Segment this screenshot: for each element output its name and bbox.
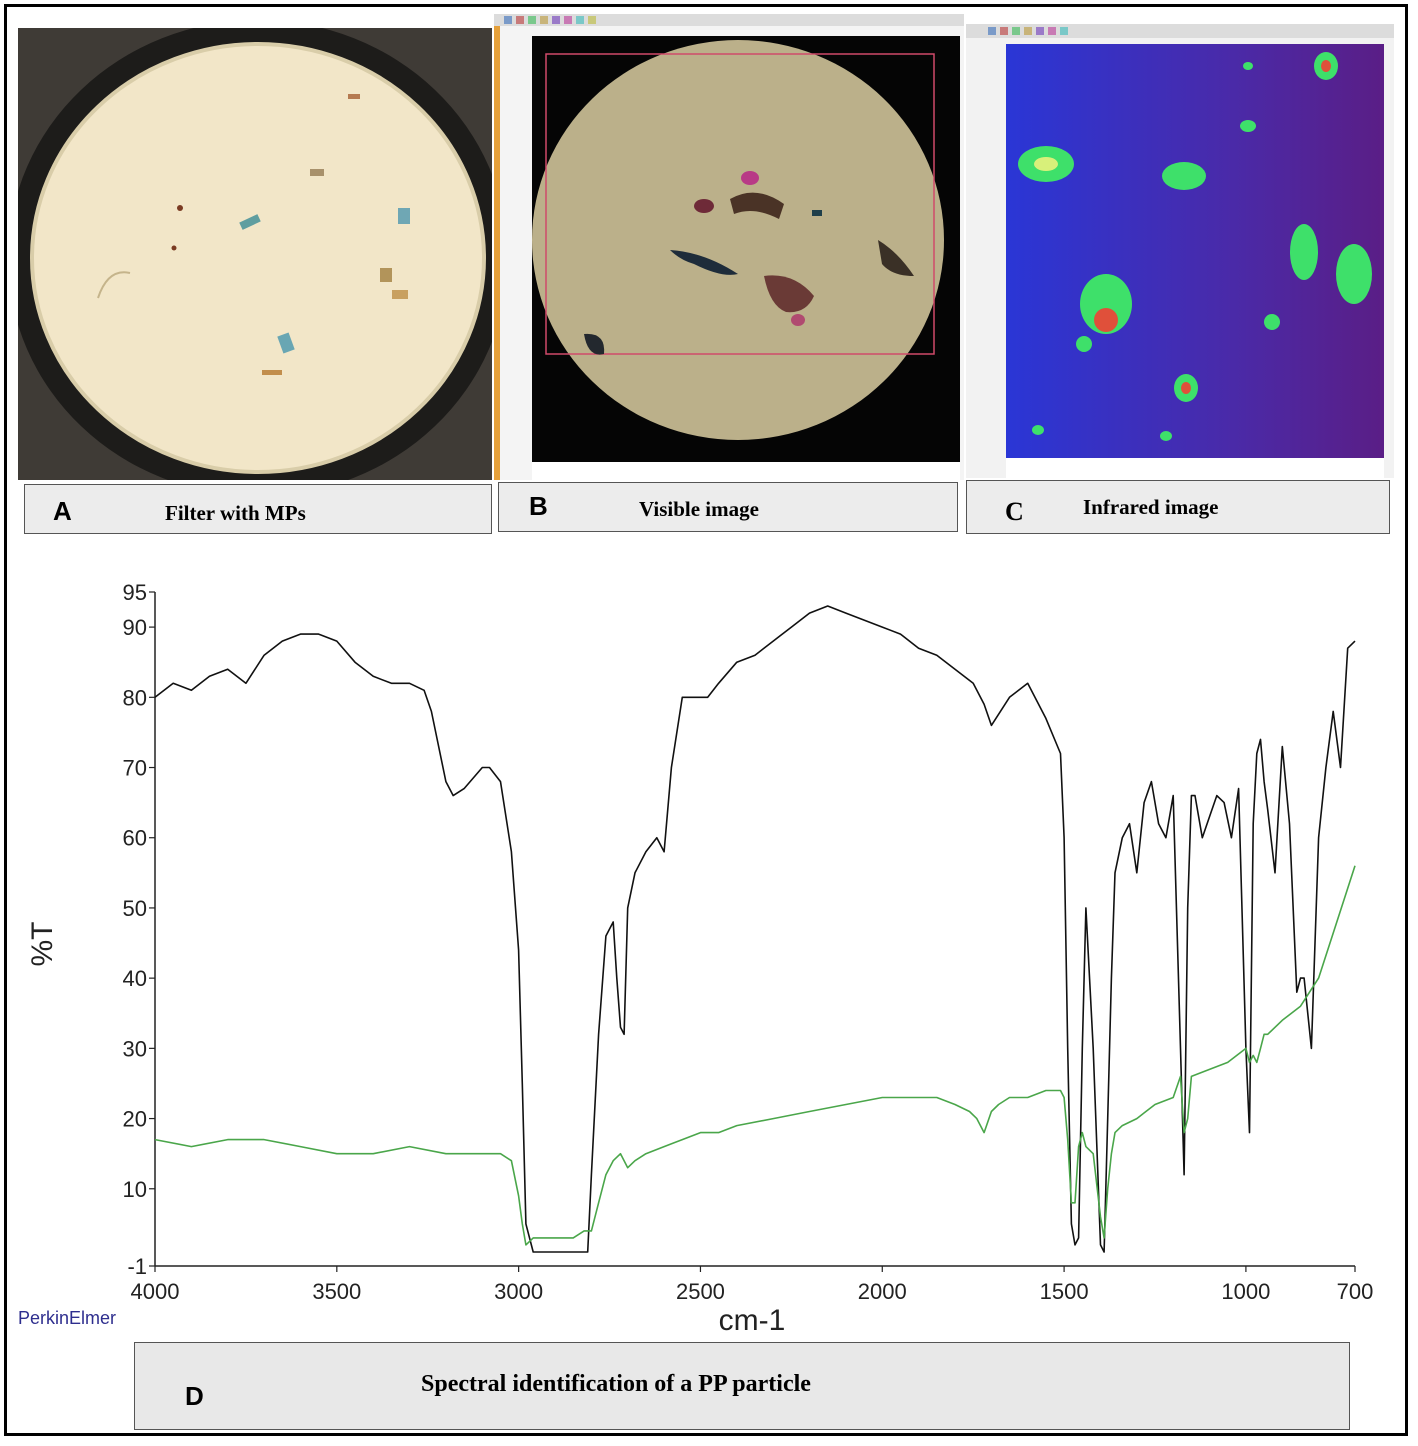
x-tick-labels: 4000 3500 3000 2500 2000 1500 1000 700 xyxy=(131,1266,1374,1304)
x-axis-label: cm-1 xyxy=(719,1304,786,1337)
spectrum-chart: 4000 3500 3000 2500 2000 1500 1000 700 -1 10 20 30… xyxy=(26,580,1374,1337)
y-tick-label: 60 xyxy=(123,826,147,851)
caption-b: B Visible image xyxy=(498,482,958,532)
panel-a-filter-photo xyxy=(18,28,492,480)
y-tick-label: 20 xyxy=(123,1107,147,1132)
caption-a: A Filter with MPs xyxy=(24,484,492,534)
y-tick-label: 70 xyxy=(123,756,147,781)
x-tick-label: 4000 xyxy=(131,1279,180,1304)
x-tick-label: 2500 xyxy=(676,1279,725,1304)
reference-spectrum-line xyxy=(154,865,1356,1246)
y-axis-label: %T xyxy=(26,922,59,967)
toolbar-icons xyxy=(504,16,596,24)
caption-b-letter: B xyxy=(529,491,548,521)
y-tick-label: 90 xyxy=(123,615,147,640)
x-tick-label: 700 xyxy=(1337,1279,1374,1304)
y-tick-label: 95 xyxy=(123,580,147,605)
y-tick-label: 10 xyxy=(123,1177,147,1202)
toolbar-icons xyxy=(988,27,1068,35)
visible-particles xyxy=(584,171,914,355)
caption-a-letter: A xyxy=(53,496,72,526)
panel-b-visible-image xyxy=(494,14,964,480)
sample-spectrum-line xyxy=(154,605,1356,1253)
visible-image-illustration xyxy=(494,14,964,480)
caption-d: D Spectral identification of a PP partic… xyxy=(134,1342,1350,1430)
caption-c-letter: C xyxy=(1005,497,1024,526)
infrared-hotspots xyxy=(1018,52,1372,441)
y-tick-label: 80 xyxy=(123,685,147,710)
x-tick-label: 2000 xyxy=(858,1279,907,1304)
chart-axes xyxy=(154,592,1355,1267)
x-tick-label: 1000 xyxy=(1221,1279,1270,1304)
x-tick-label: 3500 xyxy=(312,1279,361,1304)
x-tick-label: 1500 xyxy=(1040,1279,1089,1304)
figure-frame xyxy=(4,4,1408,1436)
y-tick-labels: -1 10 20 30 40 50 60 70 80 90 95 xyxy=(123,580,155,1279)
y-tick-label: 50 xyxy=(123,896,147,921)
caption-c-text: Infrared image xyxy=(1083,495,1219,519)
microplastic-particles xyxy=(97,94,410,375)
caption-d-text: Spectral identification of a PP particle xyxy=(421,1371,811,1397)
chart-series xyxy=(154,605,1356,1253)
y-tick-label: 40 xyxy=(123,966,147,991)
y-tick-label: 30 xyxy=(123,1036,147,1061)
x-tick-label: 3000 xyxy=(494,1279,543,1304)
instrument-brand-label: PerkinElmer xyxy=(18,1308,117,1328)
infrared-image-illustration xyxy=(966,24,1394,478)
caption-b-text: Visible image xyxy=(639,497,759,521)
y-tick-label: -1 xyxy=(127,1254,147,1279)
caption-d-letter: D xyxy=(185,1381,204,1411)
caption-c: C Infrared image xyxy=(966,480,1390,534)
panel-c-infrared-image xyxy=(966,24,1394,478)
filter-photo-illustration xyxy=(18,28,492,480)
caption-a-text: Filter with MPs xyxy=(165,501,306,525)
